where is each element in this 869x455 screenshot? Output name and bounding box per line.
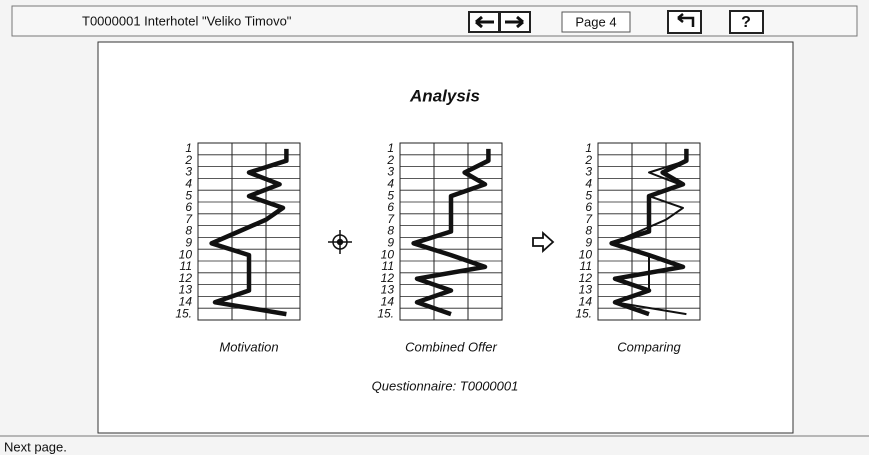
- row-label: 3: [585, 165, 592, 179]
- row-label: 7: [387, 212, 395, 226]
- row-label: 10: [579, 247, 593, 261]
- panel-title: Analysis: [409, 86, 480, 105]
- grid-frame: [399, 142, 503, 321]
- prev-button[interactable]: [468, 11, 500, 33]
- row-label: 6: [585, 200, 592, 214]
- row-label: 12: [179, 271, 193, 285]
- grid-frame: [197, 142, 301, 321]
- page-indicator: Page 4: [575, 14, 616, 29]
- row-label: 11: [382, 259, 394, 273]
- profile-line: [610, 148, 688, 316]
- row-label: 4: [585, 176, 592, 190]
- row-label: 7: [185, 212, 193, 226]
- record-title: T0000001 Interhotel "Veliko Timovo": [82, 13, 292, 28]
- row-label: 14: [579, 294, 593, 308]
- row-label: 2: [584, 153, 592, 167]
- row-label: 10: [381, 247, 395, 261]
- row-label: 11: [180, 259, 192, 273]
- row-label: 8: [387, 224, 394, 238]
- row-label: 1: [387, 141, 394, 155]
- row-label: 9: [185, 235, 192, 249]
- row-label: 2: [184, 153, 192, 167]
- row-label: 12: [381, 271, 395, 285]
- row-label: 10: [179, 247, 193, 261]
- row-label: 12: [579, 271, 593, 285]
- row-label: 8: [185, 224, 192, 238]
- row-label: 13: [579, 283, 593, 297]
- grid-frame: [597, 142, 701, 321]
- page-box: [561, 11, 631, 33]
- profile-line: [411, 148, 491, 317]
- row-label: 5: [585, 188, 592, 202]
- chart-label: Combined Offer: [405, 339, 497, 354]
- help-button[interactable]: [729, 10, 764, 34]
- row-label: 5: [387, 188, 394, 202]
- row-label: 15.: [575, 306, 592, 320]
- row-label: 9: [387, 235, 394, 249]
- help-label: ?: [741, 14, 751, 31]
- row-label: 15.: [175, 306, 192, 320]
- row-label: 8: [585, 224, 592, 238]
- result-arrow: [532, 230, 555, 254]
- row-label: 1: [585, 141, 592, 155]
- profile-line: [609, 148, 689, 317]
- row-label: 14: [381, 294, 395, 308]
- chart-label: Comparing: [617, 339, 681, 354]
- row-label: 3: [185, 165, 192, 179]
- chart-label: Motivation: [219, 339, 278, 354]
- row-label: 6: [387, 200, 394, 214]
- questionnaire-label: Questionnaire: T0000001: [372, 378, 519, 393]
- row-label: 13: [381, 283, 395, 297]
- row-label: 7: [585, 212, 593, 226]
- toolbar: [11, 5, 858, 37]
- row-label: 4: [387, 176, 394, 190]
- next-button[interactable]: [499, 11, 531, 33]
- row-label: 3: [387, 165, 394, 179]
- row-label: 5: [185, 188, 192, 202]
- row-label: 1: [185, 141, 192, 155]
- row-label: 6: [185, 200, 192, 214]
- row-label: 14: [179, 294, 193, 308]
- row-label: 2: [386, 153, 394, 167]
- return-button[interactable]: [667, 10, 702, 34]
- row-label: 11: [580, 259, 592, 273]
- row-label: 9: [585, 235, 592, 249]
- status-text: Next page.: [4, 439, 67, 454]
- row-label: 15.: [377, 306, 394, 320]
- combine-icon: [328, 230, 352, 254]
- row-label: 4: [185, 176, 192, 190]
- profile-line: [209, 148, 289, 317]
- row-label: 13: [179, 283, 193, 297]
